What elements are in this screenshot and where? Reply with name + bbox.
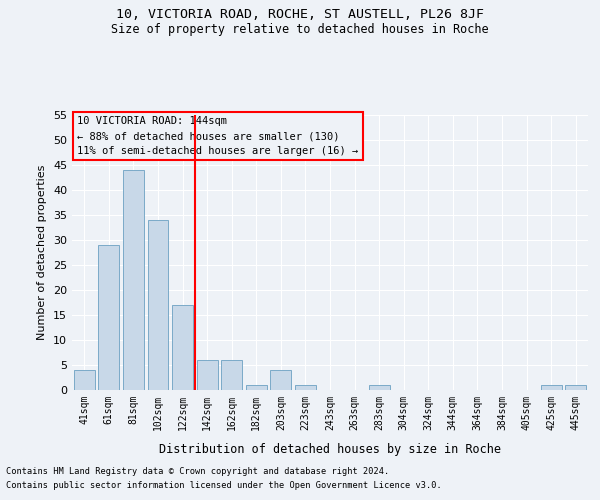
Text: 10 VICTORIA ROAD: 144sqm
← 88% of detached houses are smaller (130)
11% of semi-: 10 VICTORIA ROAD: 144sqm ← 88% of detach…	[77, 116, 358, 156]
Bar	[172, 305, 193, 390]
Text: Contains public sector information licensed under the Open Government Licence v3: Contains public sector information licen…	[6, 481, 442, 490]
Bar	[246, 385, 267, 390]
Bar	[368, 385, 389, 390]
Bar	[271, 370, 292, 390]
Y-axis label: Number of detached properties: Number of detached properties	[37, 165, 47, 340]
Bar	[74, 370, 95, 390]
Text: Size of property relative to detached houses in Roche: Size of property relative to detached ho…	[111, 22, 489, 36]
Bar	[197, 360, 218, 390]
Bar	[295, 385, 316, 390]
Text: 10, VICTORIA ROAD, ROCHE, ST AUSTELL, PL26 8JF: 10, VICTORIA ROAD, ROCHE, ST AUSTELL, PL…	[116, 8, 484, 20]
Text: Distribution of detached houses by size in Roche: Distribution of detached houses by size …	[159, 442, 501, 456]
Bar	[98, 245, 119, 390]
Bar	[148, 220, 169, 390]
Bar	[541, 385, 562, 390]
Text: Contains HM Land Registry data © Crown copyright and database right 2024.: Contains HM Land Registry data © Crown c…	[6, 468, 389, 476]
Bar	[123, 170, 144, 390]
Bar	[565, 385, 586, 390]
Bar	[221, 360, 242, 390]
